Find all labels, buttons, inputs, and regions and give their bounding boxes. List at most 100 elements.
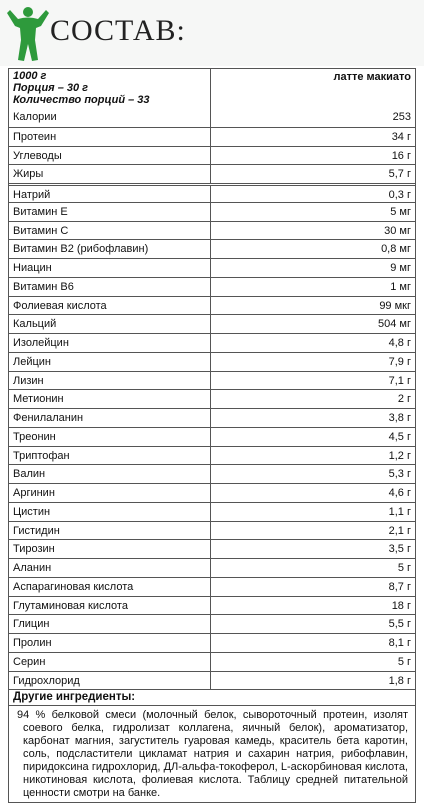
table-row: Гидрохлорид 1,8 г <box>9 670 415 690</box>
table-row: Витамин Е 5 мг <box>9 201 415 221</box>
ingredients: Другие ингредиенты: 94 % белковой смеси … <box>9 689 415 802</box>
table-row: Фолиевая кислота 99 мкг <box>9 295 415 315</box>
ingredients-text: 94 % белковой смеси (молочный белок, сыв… <box>17 709 408 800</box>
table-row: Аргинин 4,6 г <box>9 483 415 502</box>
head-line: 1000 г <box>13 70 47 82</box>
nutrient-amount: 5 г <box>397 562 411 574</box>
nutrient-amount: 2 г <box>397 393 411 406</box>
nutrient-amount: 18 г <box>391 599 411 612</box>
nutrient-name: Протеин <box>9 127 211 146</box>
logo <box>7 7 49 61</box>
nutrient-amount: 5 мг <box>390 205 411 218</box>
table-row: Аланин 5 г <box>9 558 415 577</box>
table-row: Гистидин 2,1 г <box>9 520 415 540</box>
rows: Калории 253 Протеин 34 г Углеводы 16 г Жиры 5,7… <box>9 108 415 690</box>
table-row: Валин 5,3 г <box>9 464 415 483</box>
table-row: Изолейцин 4,8 г <box>9 333 415 352</box>
table-row: Триптофан 1,2 г <box>9 445 415 465</box>
nutrient-amount: 99 мкг <box>379 299 411 312</box>
head-line: Порция – 30 г <box>13 82 89 94</box>
nutrient-name: Лизин <box>9 371 211 390</box>
table-row: Серин 5 г <box>9 651 415 671</box>
nutrient-name: Лейцин <box>9 352 211 371</box>
table-head: 1000 г Порция – 30 г Количество порций –… <box>9 69 415 108</box>
nutrient-amount: 4,5 г <box>388 430 411 443</box>
table-row: Аспарагиновая кислота 8,7 г <box>9 576 415 596</box>
nutrient-amount: 504 мг <box>378 318 411 331</box>
nutrient-name: Аргинин <box>9 484 211 502</box>
nutrient-name: Триптофан <box>9 446 211 465</box>
nutrient-amount: 30 мг <box>384 224 411 237</box>
head-right: латте макиато <box>333 71 411 83</box>
nutrition-table: 1000 г Порция – 30 г Количество порций –… <box>8 68 416 804</box>
title: СОСТАВ: <box>50 14 186 47</box>
head-left: 1000 г Порция – 30 г Количество порций –… <box>9 69 211 108</box>
nutrient-amount: 16 г <box>391 149 411 162</box>
nutrient-amount: 34 г <box>391 130 411 143</box>
nutrient-name: Треонин <box>9 427 211 446</box>
table-row: Фенилаланин 3,8 г <box>9 408 415 427</box>
nutrient-name: Тирозин <box>9 540 211 558</box>
table-row: Натрий 0,3 г <box>9 183 415 202</box>
nutrient-amount: 8,1 г <box>388 637 411 649</box>
table-row: Лейцин 7,9 г <box>9 351 415 371</box>
nutrient-amount: 1 мг <box>390 280 411 293</box>
nutrient-name: Витамин Е <box>9 202 211 221</box>
table-row: Метионин 2 г <box>9 389 415 408</box>
nutrient-amount: 0,3 г <box>388 189 411 201</box>
nutrient-amount: 9 мг <box>390 262 411 274</box>
table-row: Калории 253 <box>9 108 415 127</box>
head-line: Количество порций – 33 <box>13 94 150 106</box>
nutrient-name: Валин <box>9 465 211 483</box>
nutrient-amount: 5,5 г <box>388 618 411 631</box>
header: СОСТАВ: <box>0 0 424 66</box>
nutrient-name: Серин <box>9 652 211 671</box>
nutrient-name: Гистидин <box>9 521 211 540</box>
nutrient-amount: 7,1 г <box>388 374 411 387</box>
nutrient-name: Витамин В6 <box>9 277 211 296</box>
table-row: Глицин 5,5 г <box>9 614 415 633</box>
nutrient-amount: 5,7 г <box>388 168 411 181</box>
table-row: Тирозин 3,5 г <box>9 539 415 558</box>
table-row: Глутаминовая кислота 18 г <box>9 595 415 615</box>
nutrient-name: Натрий <box>9 186 211 202</box>
table-row: Лизин 7,1 г <box>9 370 415 390</box>
nutrient-name: Аланин <box>9 559 211 577</box>
table-row: Кальций 504 мг <box>9 314 415 333</box>
nutrient-amount: 0,8 мг <box>381 243 411 256</box>
nutrient-name: Углеводы <box>9 146 211 165</box>
table-row: Протеин 34 г <box>9 126 415 146</box>
nutrient-amount: 5,3 г <box>388 468 411 481</box>
ingredients-title: Другие ингредиенты: <box>9 691 415 707</box>
nutrient-amount: 8,7 г <box>388 580 411 593</box>
nutrient-name: Фолиевая кислота <box>9 296 211 315</box>
nutrient-amount: 1,8 г <box>388 674 411 687</box>
table-row: Углеводы 16 г <box>9 145 415 165</box>
table-row: Витамин В6 1 мг <box>9 276 415 296</box>
nutrient-name: Витамин С <box>9 221 211 240</box>
nutrient-amount: 4,8 г <box>388 337 411 349</box>
nutrient-name: Цистин <box>9 502 211 521</box>
nutrient-name: Гидрохлорид <box>9 671 211 690</box>
nutrient-amount: 2,1 г <box>388 524 411 537</box>
nutrient-amount: 7,9 г <box>388 355 411 368</box>
nutrient-name: Кальций <box>9 315 211 333</box>
nutrient-name: Глутаминовая кислота <box>9 596 211 615</box>
nutrient-name: Аспарагиновая кислота <box>9 577 211 596</box>
nutrient-name: Метионин <box>9 390 211 408</box>
table-row: Ниацин 9 мг <box>9 258 415 277</box>
nutrient-name: Витамин В2 (рибофлавин) <box>9 240 211 258</box>
table-row: Цистин 1,1 г <box>9 501 415 521</box>
table-row: Витамин С 30 мг <box>9 220 415 240</box>
table-row: Жиры 5,7 г <box>9 164 415 183</box>
nutrient-amount: 3,5 г <box>388 543 411 556</box>
nutrient-name: Фенилаланин <box>9 409 211 427</box>
table-row: Пролин 8,1 г <box>9 633 415 652</box>
nutrient-amount: 4,6 г <box>388 487 411 499</box>
nutrient-name: Калории <box>9 108 211 127</box>
nutrient-name: Изолейцин <box>9 334 211 352</box>
nutrient-amount: 5 г <box>397 655 411 668</box>
nutrient-amount: 253 <box>392 111 411 123</box>
nutrient-amount: 1,2 г <box>388 449 411 462</box>
